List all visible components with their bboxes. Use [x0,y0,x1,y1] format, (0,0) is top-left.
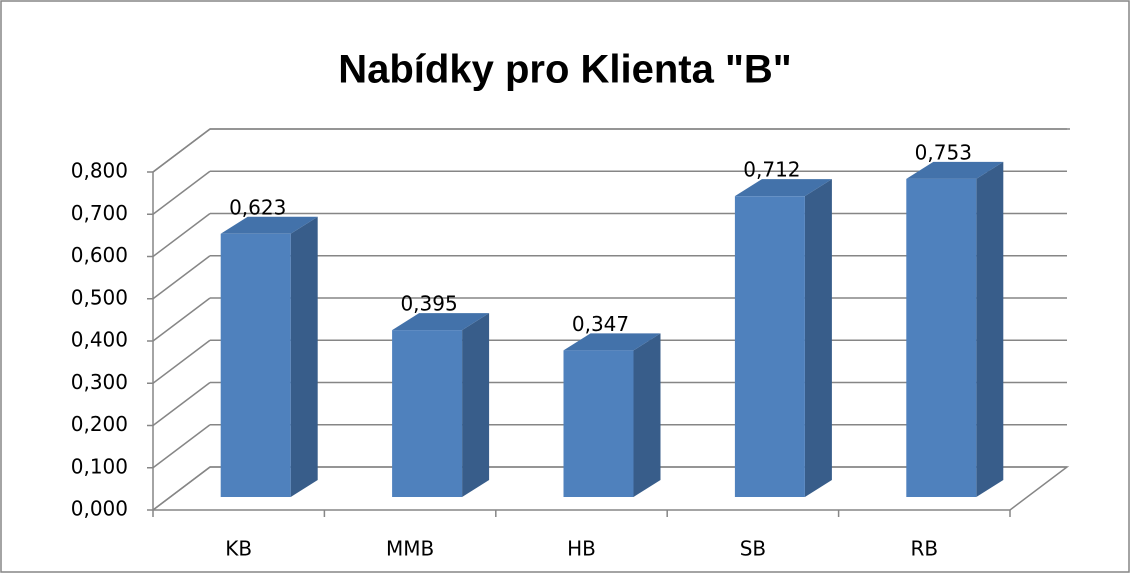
value-label: 0,712 [743,158,800,182]
value-label: 0,347 [572,312,629,336]
y-tick-label: 0,800 [71,159,128,183]
bar-top [734,179,832,197]
x-tick-label: SB [740,537,766,561]
bar-side [633,333,661,497]
y-tick-label: 0,500 [71,285,128,309]
value-label: 0,395 [400,292,457,316]
grid-line-side [152,339,211,384]
bar [734,196,805,497]
grid-line-side [152,212,211,258]
bar-side [804,179,832,497]
grid-line-side [152,424,211,469]
grid-line-side [152,170,211,215]
y-tick-label: 0,600 [71,243,128,267]
value-label: 0,623 [229,195,286,219]
bar [563,350,634,497]
grid-line-side [152,381,211,427]
value-label: 0,753 [915,140,972,164]
bar-side [290,216,318,497]
bar-side [462,313,490,497]
y-tick-label: 0,100 [71,454,128,478]
x-tick-label: MMB [386,537,434,561]
bar [392,330,463,497]
bar-top [392,313,490,331]
x-tick-label: RB [910,537,938,561]
bar-side [976,161,1004,498]
bar [906,178,977,498]
grid-line-side [152,128,211,173]
grid-line-side [152,466,211,511]
y-tick-label: 0,300 [71,370,128,394]
x-tick-label: KB [225,537,252,561]
grid-line-side [152,255,211,300]
y-tick-label: 0,400 [71,328,128,352]
y-tick-label: 0,000 [71,497,128,521]
grid-line-side [152,297,211,342]
bar [220,233,291,497]
y-tick-label: 0,200 [71,412,128,436]
chart-title: Nabídky pro Klienta "B" [338,48,792,92]
bar-top [563,333,661,351]
y-tick-label: 0,700 [71,201,128,225]
x-tick-label: HB [567,537,596,561]
bar-top [906,161,1004,179]
bar-top [220,216,318,234]
